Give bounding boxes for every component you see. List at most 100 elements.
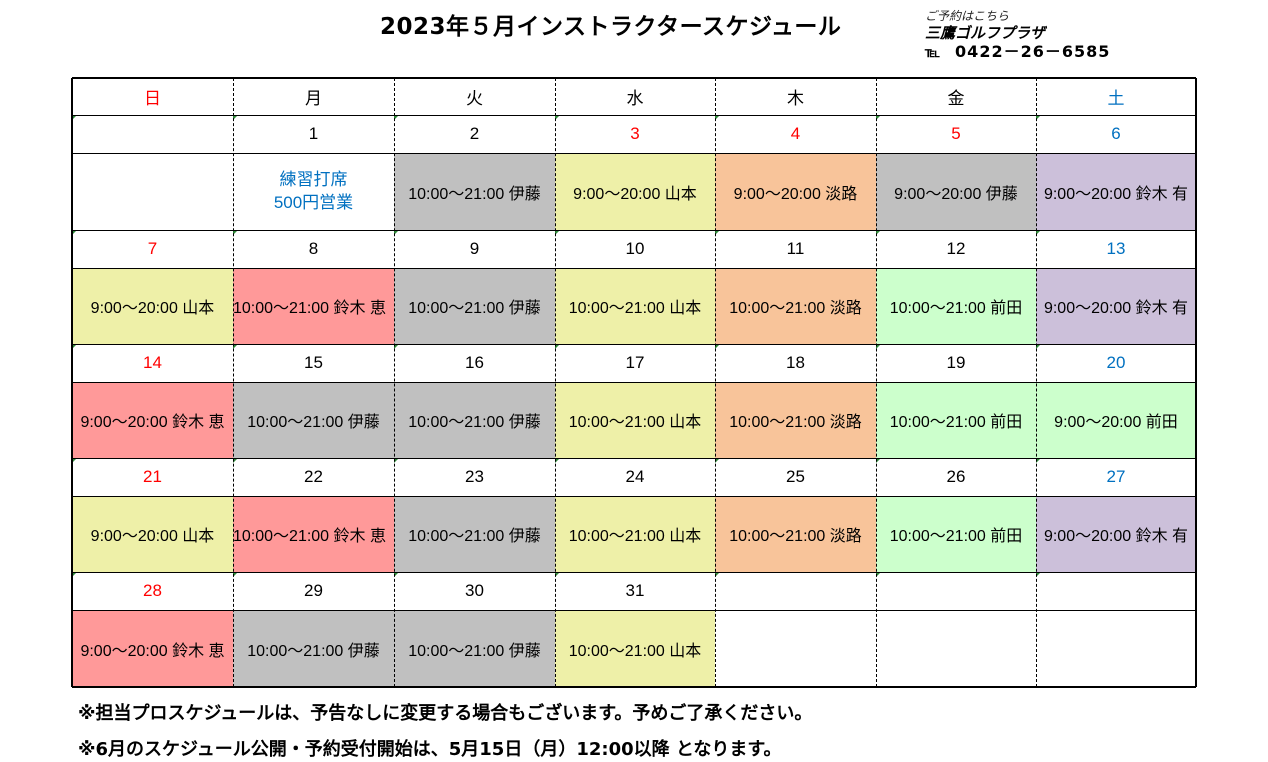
day-number: 2 — [394, 115, 555, 153]
day-number: 3 — [555, 115, 715, 153]
schedule-entry: 練習打席 500円営業 — [273, 170, 354, 212]
day-number: 8 — [233, 230, 394, 268]
schedule-entry: 10:00～21:00 伊藤 — [394, 496, 555, 572]
shop-name: 三鷹ゴルフプラザ — [925, 24, 1046, 42]
weekday-header-thu: 木 — [787, 89, 804, 108]
day-number: 9 — [394, 230, 555, 268]
schedule-entry: 10:00～21:00 前田 — [876, 496, 1036, 572]
cell-corner-mark — [72, 115, 77, 120]
grid-horizontal-line — [72, 496, 1196, 497]
day-number: 28 — [72, 572, 233, 610]
grid-horizontal-line — [72, 344, 1196, 345]
schedule-entry: 9:00～20:00 鈴木 恵 — [72, 382, 233, 458]
schedule-entry: 9:00～20:00 鈴木 恵 — [72, 610, 233, 687]
cell-corner-mark — [876, 344, 881, 349]
schedule-entry: 10:00～21:00 山本 — [555, 268, 715, 344]
schedule-entry: 10:00～21:00 伊藤 — [394, 610, 555, 687]
schedule-entry: 10:00～21:00 淡路 — [715, 268, 876, 344]
schedule-entry: 9:00～20:00 鈴木 有 — [1036, 268, 1196, 344]
weekday-header-sat: 土 — [1107, 89, 1125, 108]
cell-corner-mark — [394, 572, 399, 577]
schedule-entry: 9:00～20:00 鈴木 有 — [1036, 153, 1196, 230]
grid-horizontal-line — [72, 382, 1196, 383]
cell-corner-mark — [394, 458, 399, 463]
schedule-entry: 10:00～21:00 鈴木 恵 — [233, 496, 394, 572]
cell-corner-mark — [715, 458, 720, 463]
day-number: 12 — [876, 230, 1036, 268]
contact-phone: ℡ 0422－26－6585 — [925, 42, 1111, 61]
cell-corner-mark — [394, 230, 399, 235]
day-number: 26 — [876, 458, 1036, 496]
schedule-entry: 10:00～21:00 山本 — [555, 610, 715, 687]
cell-corner-mark — [876, 458, 881, 463]
day-number: 30 — [394, 572, 555, 610]
cell-corner-mark — [394, 115, 399, 120]
day-number: 15 — [233, 344, 394, 382]
cell-corner-mark — [72, 572, 77, 577]
day-number: 1 — [233, 115, 394, 153]
grid-horizontal-line — [72, 458, 1196, 459]
day-number: 5 — [876, 115, 1036, 153]
day-number: 29 — [233, 572, 394, 610]
day-number: 14 — [72, 344, 233, 382]
day-number: 7 — [72, 230, 233, 268]
grid-horizontal-line — [72, 610, 1196, 611]
day-number: 17 — [555, 344, 715, 382]
schedule-entry: 10:00～21:00 鈴木 恵 — [233, 268, 394, 344]
grid-horizontal-line — [72, 153, 1196, 154]
day-number: 10 — [555, 230, 715, 268]
day-number: 20 — [1036, 344, 1196, 382]
schedule-entry — [72, 153, 233, 230]
day-number — [72, 115, 233, 153]
day-number — [876, 572, 1036, 610]
cell-corner-mark — [233, 230, 238, 235]
day-number: 6 — [1036, 115, 1196, 153]
schedule-entry: 9:00～20:00 山本 — [555, 153, 715, 230]
day-number: 24 — [555, 458, 715, 496]
weekday-header-mon: 月 — [305, 89, 322, 108]
cell-corner-mark — [715, 230, 720, 235]
cell-corner-mark — [715, 572, 720, 577]
cell-corner-mark — [72, 344, 77, 349]
schedule-entry: 10:00～21:00 前田 — [876, 382, 1036, 458]
cell-corner-mark — [555, 572, 560, 577]
schedule-entry: 10:00～21:00 伊藤 — [394, 268, 555, 344]
day-number: 16 — [394, 344, 555, 382]
day-number — [715, 572, 876, 610]
cell-corner-mark — [233, 572, 238, 577]
schedule-entry: 10:00～21:00 伊藤 — [394, 382, 555, 458]
day-number: 21 — [72, 458, 233, 496]
schedule-change-note: ※担当プロスケジュールは、予告なしに変更する場合もございます。予めご了承ください… — [78, 703, 813, 724]
telephone-icon: ℡ — [925, 45, 942, 61]
day-number: 23 — [394, 458, 555, 496]
schedule-entry: 10:00～21:00 伊藤 — [233, 610, 394, 687]
grid-vertical-line — [1195, 78, 1197, 687]
page-title: 2023年５月インストラクタースケジュール — [380, 14, 842, 40]
day-number: 4 — [715, 115, 876, 153]
day-number: 18 — [715, 344, 876, 382]
cell-corner-mark — [233, 344, 238, 349]
weekday-header-sun: 日 — [144, 89, 161, 108]
schedule-entry: 10:00～21:00 前田 — [876, 268, 1036, 344]
schedule-entry: 9:00～20:00 鈴木 有 — [1036, 496, 1196, 572]
day-number — [1036, 572, 1196, 610]
weekday-header-tue: 火 — [466, 89, 483, 108]
cell-corner-mark — [555, 344, 560, 349]
schedule-entry — [1036, 610, 1196, 687]
cell-corner-mark — [555, 230, 560, 235]
schedule-entry — [876, 610, 1036, 687]
grid-horizontal-line — [72, 686, 1196, 688]
day-number: 13 — [1036, 230, 1196, 268]
phone-number: 0422－26－6585 — [955, 42, 1111, 61]
schedule-entry: 10:00～21:00 淡路 — [715, 382, 876, 458]
schedule-entry — [715, 610, 876, 687]
schedule-entry: 10:00～21:00 山本 — [555, 496, 715, 572]
cell-corner-mark — [233, 115, 238, 120]
cell-corner-mark — [233, 458, 238, 463]
weekday-header-fri: 金 — [947, 89, 965, 108]
cell-corner-mark — [394, 344, 399, 349]
schedule-entry: 9:00～20:00 淡路 — [715, 153, 876, 230]
cell-corner-mark — [1036, 572, 1041, 577]
cell-corner-mark — [715, 115, 720, 120]
schedule-entry: 10:00～21:00 淡路 — [715, 496, 876, 572]
